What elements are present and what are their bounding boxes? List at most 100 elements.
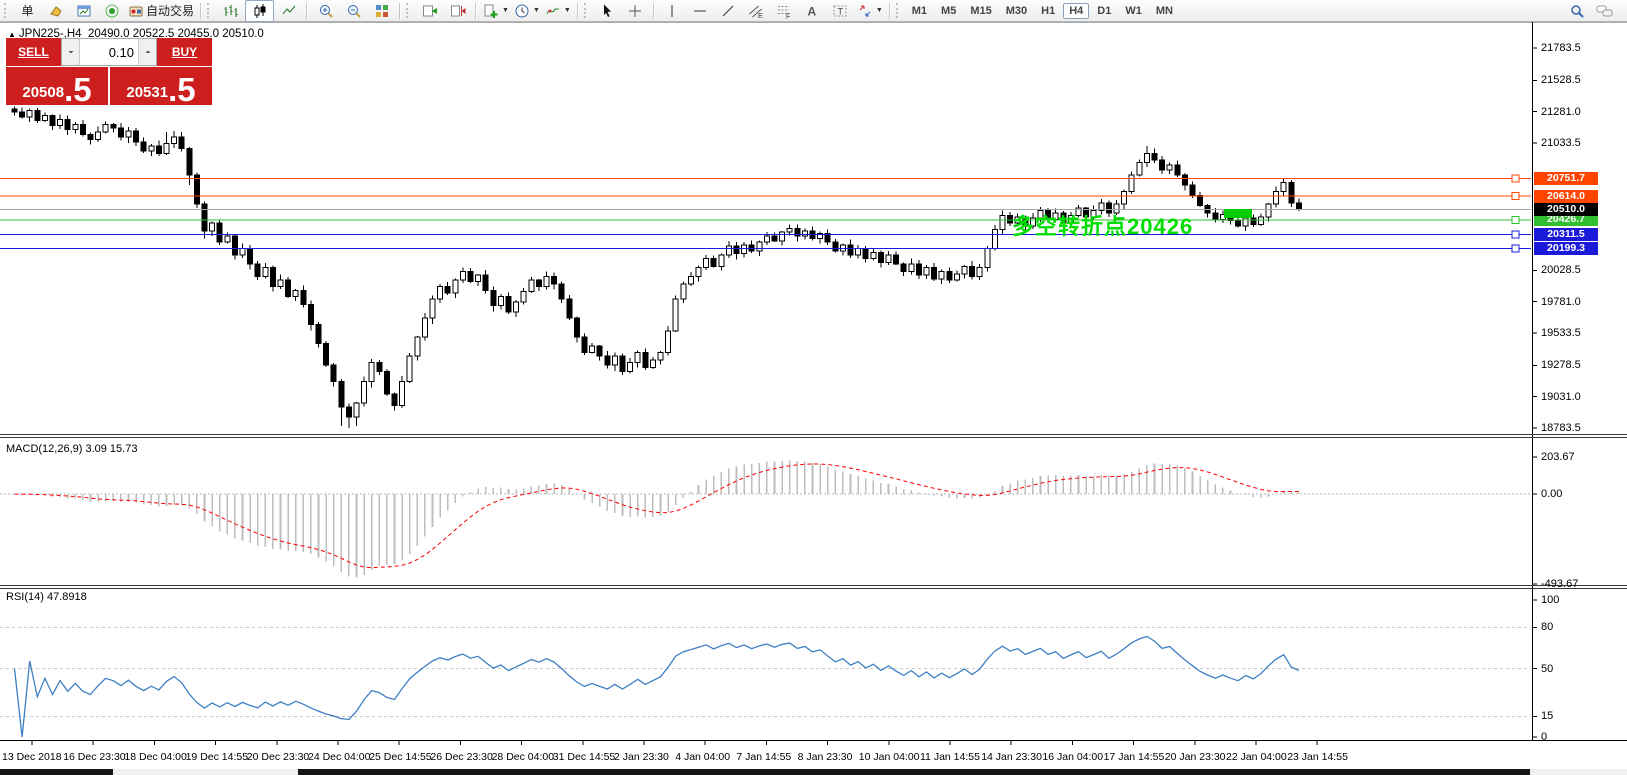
zoom-in-button[interactable] <box>312 1 339 21</box>
trendline-button[interactable] <box>715 1 742 21</box>
time-tick-label: 20 Jan 23:30 <box>1164 751 1226 763</box>
toolbar-separator <box>399 2 402 19</box>
volume-increase-button[interactable] <box>138 39 156 65</box>
volume-input[interactable] <box>80 39 138 65</box>
new-order-button[interactable]: 单 <box>14 1 41 21</box>
candlestick-chart-icon <box>254 3 266 18</box>
time-tick-label: 8 Jan 23:30 <box>797 751 853 763</box>
candlestick-chart-button[interactable] <box>245 0 275 22</box>
one-click-trading-panel: SELL BUY 20508.5 20531.5 <box>6 38 212 108</box>
new-chart-window-icon <box>77 5 90 16</box>
crosshair-icon <box>629 4 642 17</box>
buy-price-fraction: .5 <box>168 70 196 108</box>
ohlc-values: 20490.0 20522.5 20455.0 20510.0 <box>87 28 264 40</box>
sell-button[interactable]: SELL <box>6 38 61 66</box>
collapse-triangle-icon[interactable]: ▲ <box>8 30 16 39</box>
horizontal-line-button[interactable] <box>687 1 714 21</box>
vertical-line-button[interactable] <box>659 1 686 21</box>
axis-tick-label: 100 <box>1541 594 1560 606</box>
line-chart-icon <box>282 5 295 14</box>
market-watch-button[interactable] <box>98 1 125 21</box>
templates-button[interactable]: ▼ <box>481 1 511 21</box>
chart-window: ▲ JPN225-,H4 20490.0 20522.5 20455.0 2051… <box>0 22 1627 775</box>
buy-button[interactable]: BUY <box>157 38 212 66</box>
bottom-edge-segment <box>0 769 113 775</box>
svg-text:E: E <box>758 13 763 19</box>
dropdown-caret-icon: ▼ <box>875 7 883 14</box>
buy-price-display[interactable]: 20531.5 <box>110 67 212 108</box>
equidistant-channel-button[interactable]: E <box>743 1 770 21</box>
symbol-period-label: JPN225-,H4 <box>18 28 82 40</box>
search-icon <box>1570 4 1584 18</box>
trendline-icon <box>722 5 734 16</box>
cursor-button[interactable] <box>594 1 621 21</box>
new-order-ticket-button[interactable] <box>42 1 69 21</box>
axis-tick-label: -493.67 <box>1541 578 1579 590</box>
timeframe-button-h1[interactable]: H1 <box>1041 4 1056 17</box>
indicators-button[interactable]: ▼ <box>543 1 573 21</box>
zoom-out-button[interactable] <box>340 1 367 21</box>
fibonacci-icon: F <box>778 5 791 19</box>
bar-chart-button[interactable] <box>217 1 244 21</box>
toolbar-grip[interactable] <box>207 3 213 18</box>
timeframe-button-m15[interactable]: M15 <box>970 4 992 17</box>
time-tick-label: 31 Dec 14:55 <box>552 751 616 763</box>
toolbar-separator <box>576 2 579 19</box>
time-tick-label: 13 Dec 2018 <box>2 751 62 763</box>
toolbar-separator <box>475 2 478 19</box>
search-button[interactable] <box>1563 1 1590 21</box>
chat-icon <box>1596 5 1612 16</box>
zoom-in-icon <box>319 4 333 18</box>
time-tick-label: 19 Dec 14:55 <box>185 751 249 763</box>
new-chart-button[interactable] <box>70 1 97 21</box>
toolbar-grip[interactable] <box>4 3 10 18</box>
periods-button[interactable]: ▼ <box>512 1 542 21</box>
templates-icon <box>484 4 498 18</box>
chart-plot[interactable] <box>0 22 1627 767</box>
chart-header: ▲ JPN225-,H4 20490.0 20522.5 20455.0 2051… <box>8 28 264 40</box>
arrows-button[interactable]: ▼ <box>855 1 885 21</box>
toolbar-separator <box>306 2 309 19</box>
text-label-button[interactable]: T <box>827 1 854 21</box>
svg-text:T: T <box>838 6 844 16</box>
time-tick-label: 11 Jan 14:55 <box>920 751 980 763</box>
axis-tick-label: 19533.5 <box>1541 327 1581 339</box>
timeframe-button-mn[interactable]: MN <box>1155 4 1173 17</box>
auto-scroll-button[interactable] <box>416 1 443 21</box>
text-button[interactable]: A <box>799 1 826 21</box>
sell-price-display[interactable]: 20508.5 <box>6 67 108 106</box>
timeframe-button-m5[interactable]: M5 <box>941 4 957 17</box>
axis-tick-label: 21033.5 <box>1541 137 1581 149</box>
price-line-label: 20426.7 <box>1534 213 1598 227</box>
timeframe-button-d1[interactable]: D1 <box>1097 4 1112 17</box>
chart-shift-button[interactable] <box>444 1 471 21</box>
market-watch-icon <box>105 4 118 17</box>
text-a-icon: A <box>808 4 817 18</box>
time-tick-label: 14 Jan 23:30 <box>981 751 1042 763</box>
timeframe-group: M1 M5 M15 M30 H1 H4 D1 W1 MN <box>906 2 1179 19</box>
zoom-out-icon <box>347 4 361 18</box>
toolbar-grip[interactable] <box>895 3 902 18</box>
annotation-green-box[interactable] <box>1224 209 1252 218</box>
volume-decrease-button[interactable] <box>62 39 80 65</box>
time-tick-label: 28 Dec 04:00 <box>491 751 555 763</box>
fibonacci-button[interactable]: F <box>771 1 798 21</box>
line-chart-button[interactable] <box>275 1 302 21</box>
timeframe-button-w1[interactable]: W1 <box>1125 4 1142 17</box>
chart-annotation-text[interactable]: 多空转折点20426 <box>1012 214 1194 239</box>
equidistant-channel-icon: E <box>749 5 763 19</box>
dropdown-caret-icon: ▼ <box>532 7 540 14</box>
axis-tick-label: 19781.0 <box>1541 295 1581 308</box>
timeframe-button-m1[interactable]: M1 <box>911 4 928 17</box>
time-tick-label: 7 Jan 14:55 <box>736 751 792 763</box>
toolbar-grip[interactable] <box>406 3 412 18</box>
tile-windows-button[interactable] <box>368 1 395 21</box>
timeframe-button-h4[interactable]: H4 <box>1063 2 1090 19</box>
timeframe-button-m30[interactable]: M30 <box>1005 4 1028 17</box>
chat-button[interactable] <box>1591 1 1618 21</box>
crosshair-button[interactable] <box>622 1 649 21</box>
spin-up-icon <box>145 50 150 53</box>
axis-tick-label: 21528.5 <box>1541 74 1581 87</box>
auto-trading-button[interactable]: 自动交易 <box>126 1 196 21</box>
toolbar-grip[interactable] <box>583 3 590 18</box>
